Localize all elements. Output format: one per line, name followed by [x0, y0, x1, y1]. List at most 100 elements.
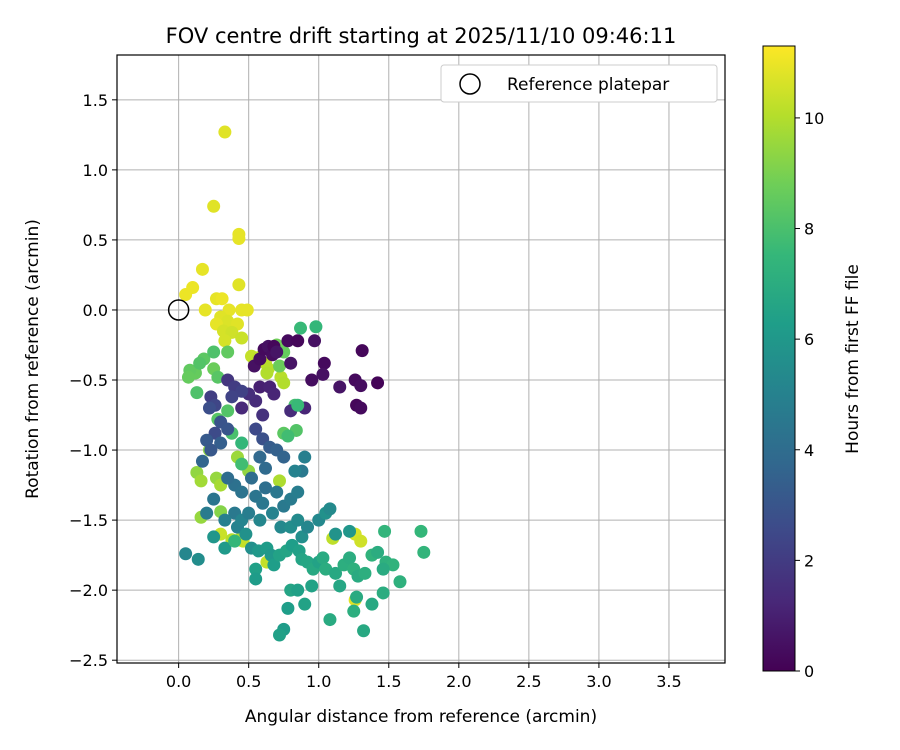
data-point: [235, 436, 249, 450]
data-point: [358, 566, 372, 580]
data-point: [274, 520, 288, 534]
data-point: [249, 572, 263, 586]
x-tick-label: 1.5: [376, 672, 401, 691]
y-tick-label: −1.0: [69, 441, 108, 460]
data-point: [207, 345, 221, 359]
data-point: [218, 513, 232, 527]
x-tick-label: 1.0: [306, 672, 331, 691]
data-point: [179, 288, 193, 302]
data-point: [232, 232, 246, 246]
data-point: [281, 601, 295, 615]
y-tick-label: −2.0: [69, 581, 108, 600]
data-point: [200, 506, 214, 520]
data-point: [218, 334, 232, 348]
colorbar-tick-label: 0: [804, 662, 814, 681]
data-point: [202, 401, 216, 415]
colorbar-tick-label: 8: [804, 220, 814, 239]
y-tick-label: 1.5: [83, 91, 108, 110]
data-point: [253, 380, 267, 394]
data-point: [232, 278, 246, 292]
data-point: [179, 547, 193, 561]
data-point: [211, 370, 225, 384]
legend-label: Reference platepar: [507, 75, 669, 95]
data-point: [357, 624, 371, 638]
data-point: [214, 436, 228, 450]
data-point: [350, 590, 364, 604]
data-point: [228, 534, 242, 548]
data-point: [281, 429, 295, 443]
data-point: [323, 613, 337, 627]
data-point: [284, 356, 298, 370]
colorbar-tick-label: 2: [804, 551, 814, 570]
x-axis-ticks: 0.0 0.5 1.0 1.5 2.0 2.5 3.0 3.5: [166, 663, 682, 691]
colorbar-tick-label: 6: [804, 330, 814, 349]
data-point: [343, 551, 357, 565]
data-point: [329, 566, 343, 580]
legend-marker: [459, 73, 481, 95]
data-point: [249, 422, 263, 436]
data-point: [198, 303, 212, 317]
data-point: [258, 481, 272, 495]
data-point: [376, 586, 390, 600]
data-point: [316, 367, 330, 381]
data-point: [267, 558, 281, 572]
data-point: [355, 344, 369, 358]
data-point: [365, 597, 379, 611]
data-point: [221, 345, 235, 359]
data-point: [291, 398, 305, 412]
data-point: [298, 450, 312, 464]
data-point: [195, 454, 209, 468]
data-point: [249, 562, 263, 576]
colorbar-tick-label: 10: [804, 109, 824, 128]
plot-frame: [116, 54, 726, 664]
data-point: [291, 485, 305, 499]
data-point: [333, 579, 347, 593]
x-tick-label: 0.5: [236, 672, 261, 691]
data-point: [190, 386, 204, 400]
y-axis-ticks: 1.5 1.0 0.5 0.0 −0.5 −1.0 −1.5 −2.0 −2.5: [69, 91, 117, 670]
y-tick-label: 0.0: [83, 301, 108, 320]
data-point: [258, 461, 272, 475]
data-point: [273, 359, 287, 373]
data-point: [291, 583, 305, 597]
x-tick-label: 3.5: [656, 672, 681, 691]
colorbar-ticks: 0 2 4 6 8 10: [795, 109, 824, 681]
data-point: [317, 356, 331, 370]
data-points: [179, 125, 431, 642]
data-point: [244, 471, 258, 485]
data-point: [218, 125, 232, 139]
data-point: [371, 545, 385, 559]
data-point: [354, 401, 368, 415]
data-point: [343, 524, 357, 538]
x-tick-label: 0.0: [166, 672, 191, 691]
data-point: [221, 422, 235, 436]
data-point: [294, 321, 308, 335]
legend: Reference platepar: [440, 64, 718, 103]
data-point: [242, 506, 256, 520]
data-point: [193, 356, 207, 370]
data-point: [194, 474, 208, 488]
data-point: [308, 334, 322, 348]
data-point: [273, 628, 287, 642]
data-point: [305, 579, 319, 593]
data-point: [333, 380, 347, 394]
y-tick-label: −1.5: [69, 511, 108, 530]
x-tick-label: 2.5: [516, 672, 541, 691]
data-point: [204, 443, 218, 457]
data-point: [221, 471, 235, 485]
legend-box: [440, 64, 718, 103]
y-tick-label: 0.5: [83, 231, 108, 250]
y-axis-label: Rotation from reference (arcmin): [23, 219, 43, 499]
data-point: [195, 262, 209, 276]
data-point: [200, 433, 214, 447]
data-point: [253, 352, 267, 366]
data-point: [414, 524, 428, 538]
data-point: [235, 331, 249, 345]
x-axis-label: Angular distance from reference (arcmin): [245, 707, 597, 727]
data-point: [256, 496, 270, 510]
data-point: [354, 379, 368, 393]
data-point: [235, 485, 249, 499]
colorbar: 0 2 4 6 8 10 Hours from first FF file: [762, 45, 863, 681]
data-point: [298, 597, 312, 611]
colorbar-tick-label: 4: [804, 441, 814, 460]
